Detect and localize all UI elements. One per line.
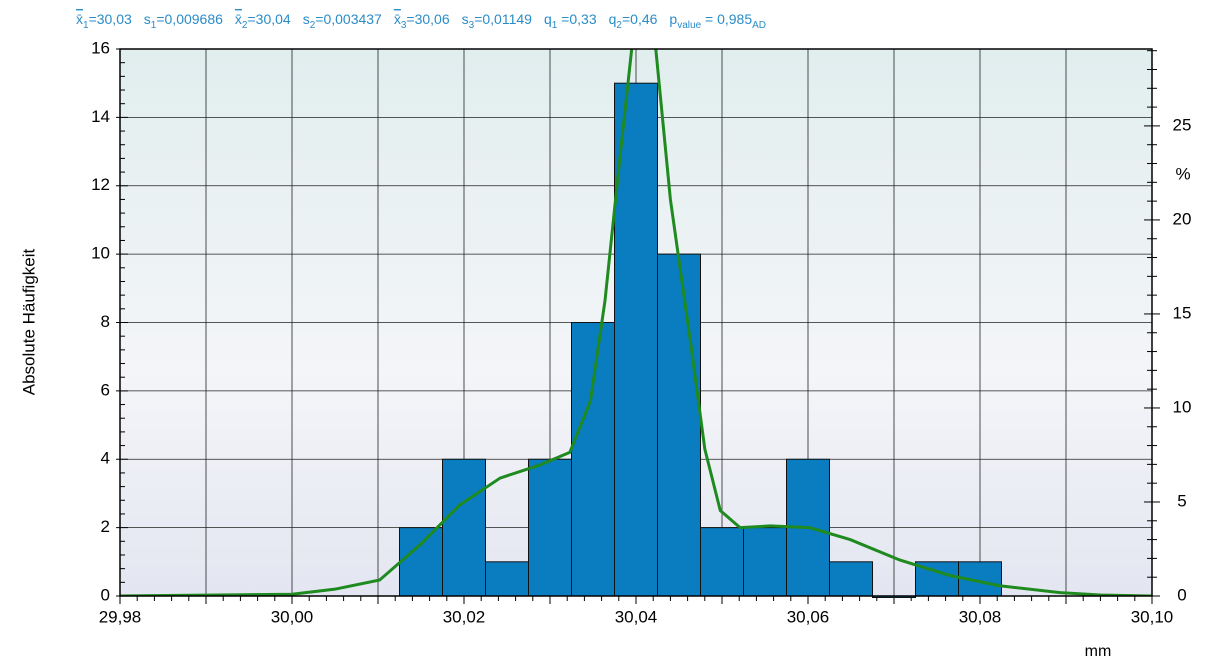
- y2-tick-label: 15: [1173, 303, 1192, 322]
- stats-part: =30,04: [247, 11, 290, 27]
- x-tick-label: 30,00: [271, 607, 314, 626]
- stats-part: =0,33: [557, 11, 597, 27]
- stats-part: 1: [83, 20, 89, 31]
- y-tick-label: 8: [101, 312, 110, 331]
- x-tick-label: 29,98: [99, 607, 142, 626]
- stats-part: 3: [401, 20, 407, 31]
- stats-part: value: [677, 20, 701, 31]
- y2-tick-label: 5: [1177, 491, 1186, 510]
- stats-part: s: [303, 11, 310, 27]
- y-tick-label: 10: [91, 244, 110, 263]
- x-axis-label: mm: [1085, 643, 1112, 660]
- stats-part: x̄: [394, 11, 401, 27]
- bar: [700, 527, 744, 597]
- stats-line: x̄1=30,03 s1=0,009686 x̄2=30,04 s2=0,003437…: [76, 11, 766, 31]
- stats-part: 1: [151, 20, 157, 31]
- stats-part: 2: [616, 20, 622, 31]
- y2-axis-label: %: [1175, 164, 1190, 183]
- bar: [958, 561, 1002, 597]
- bar: [485, 561, 529, 597]
- bar: [399, 527, 443, 597]
- stats-part: q: [544, 11, 552, 27]
- stats-part: 3: [469, 20, 475, 31]
- stats-part: =0,003437: [315, 11, 382, 27]
- y-tick-label: 12: [91, 175, 110, 194]
- bar: [442, 458, 486, 597]
- y-tick-label: 0: [101, 585, 110, 604]
- bar: [657, 253, 701, 597]
- x-tick-label: 30,06: [787, 607, 830, 626]
- stats-part: =30,03: [89, 11, 132, 27]
- stats-part: x̄: [76, 11, 83, 27]
- x-tick-label: 30,02: [443, 607, 486, 626]
- stats-part: =30,06: [406, 11, 449, 27]
- stats-part: 2: [310, 20, 316, 31]
- x-tick-label: 30,10: [1131, 607, 1174, 626]
- y-tick-label: 6: [101, 380, 110, 399]
- y-axis-label: Absolute Häufigkeit: [19, 248, 38, 395]
- x-tick-label: 30,08: [959, 607, 1002, 626]
- bar: [528, 458, 572, 597]
- plot-frame: [119, 48, 1153, 597]
- stats-text: x̄1=30,03 s1=0,009686 x̄2=30,04 s2=0,003437…: [76, 11, 766, 31]
- y-tick-label: 14: [91, 107, 110, 126]
- stats-part: AD: [752, 20, 766, 31]
- stats-part: =0,009686: [156, 11, 223, 27]
- y2-tick-label: 20: [1173, 209, 1192, 228]
- stats-part: =0,01149: [474, 11, 532, 27]
- bar: [743, 527, 787, 597]
- stats-part: = 0,985: [701, 11, 752, 27]
- y-tick-label: 4: [101, 449, 110, 468]
- y-tick-label: 16: [91, 38, 110, 57]
- y-tick-label: 2: [101, 517, 110, 536]
- stats-part: 1: [552, 20, 558, 31]
- y2-tick-label: 25: [1173, 115, 1192, 134]
- y2-tick-label: 10: [1173, 397, 1192, 416]
- stats-part: =0,46: [622, 11, 658, 27]
- fit-curve: [120, 49, 1152, 596]
- stats-part: p: [669, 11, 677, 27]
- bar: [829, 561, 873, 597]
- stats-part: q: [609, 11, 617, 27]
- stats-part: s: [462, 11, 469, 27]
- bar: [571, 322, 615, 597]
- stats-part: x̄: [235, 11, 242, 27]
- y2-tick-label: 0: [1177, 585, 1186, 604]
- stats-part: s: [144, 11, 151, 27]
- stats-part: 2: [242, 20, 248, 31]
- x-tick-label: 30,04: [615, 607, 658, 626]
